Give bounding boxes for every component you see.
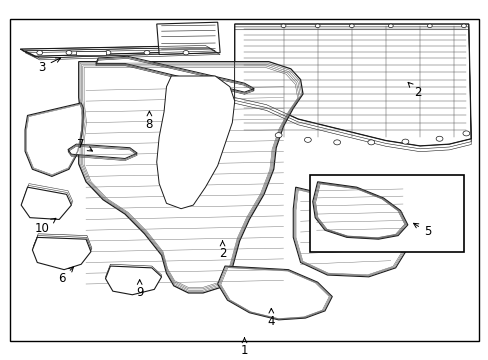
Text: 4: 4 (267, 309, 275, 328)
Polygon shape (68, 144, 137, 158)
Text: 1: 1 (240, 338, 248, 357)
Text: 5: 5 (413, 223, 430, 238)
Text: 9: 9 (136, 280, 143, 300)
Polygon shape (157, 76, 234, 209)
Text: 10: 10 (35, 218, 56, 235)
Text: 2: 2 (218, 241, 226, 260)
Circle shape (144, 50, 150, 55)
Polygon shape (25, 103, 83, 176)
Circle shape (461, 24, 466, 28)
Circle shape (66, 50, 72, 55)
Circle shape (348, 24, 353, 28)
Polygon shape (105, 266, 161, 295)
Bar (76, 51, 105, 55)
Text: 7: 7 (77, 138, 92, 151)
Circle shape (105, 50, 111, 55)
Text: 8: 8 (145, 111, 153, 131)
Circle shape (333, 140, 340, 145)
Circle shape (462, 131, 469, 136)
Circle shape (367, 140, 374, 145)
Circle shape (37, 50, 42, 55)
Polygon shape (96, 56, 254, 92)
Circle shape (387, 24, 392, 28)
Polygon shape (234, 24, 470, 146)
Circle shape (315, 24, 320, 28)
Polygon shape (312, 182, 407, 239)
Circle shape (435, 136, 442, 141)
Circle shape (275, 133, 282, 138)
Polygon shape (217, 266, 331, 320)
Circle shape (427, 24, 431, 28)
Polygon shape (157, 22, 220, 54)
Polygon shape (293, 187, 407, 277)
Polygon shape (20, 45, 215, 56)
Text: 3: 3 (39, 58, 61, 73)
Circle shape (304, 137, 311, 142)
Polygon shape (79, 62, 303, 293)
Circle shape (401, 139, 408, 144)
Polygon shape (21, 187, 71, 220)
Polygon shape (32, 237, 91, 270)
Text: 2: 2 (407, 82, 421, 99)
Bar (310, 175, 463, 252)
Circle shape (183, 50, 188, 55)
Circle shape (281, 24, 285, 28)
Text: 6: 6 (58, 267, 73, 285)
